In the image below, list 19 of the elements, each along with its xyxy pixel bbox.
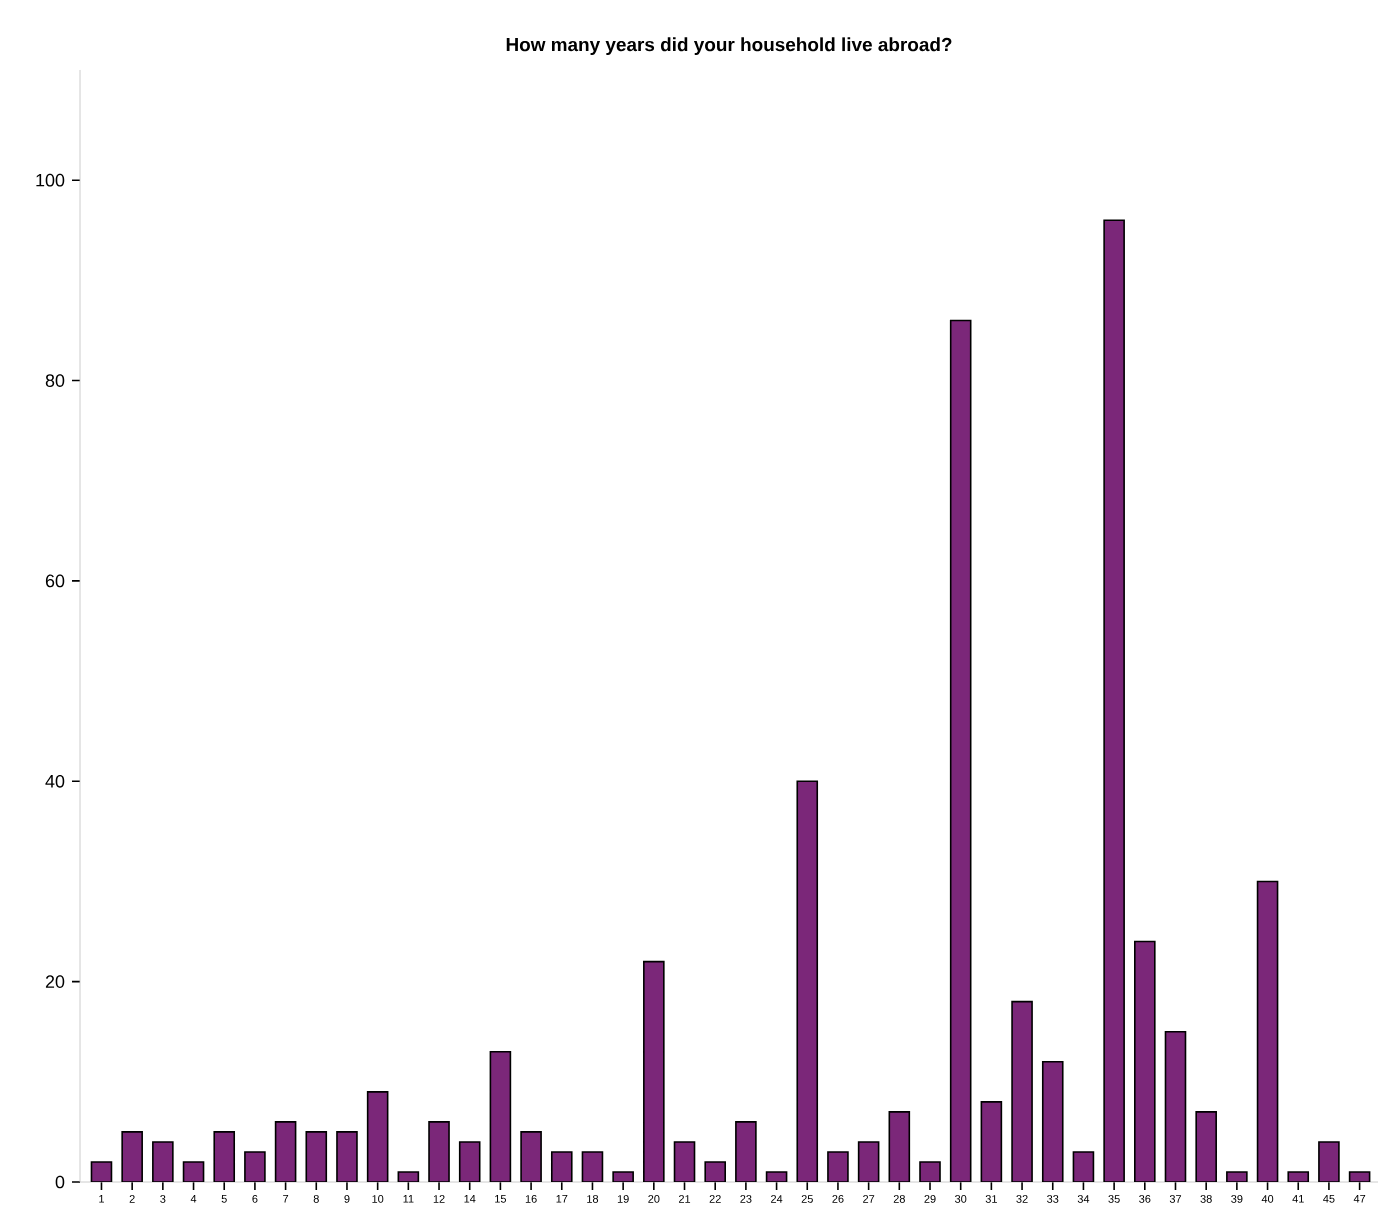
bar bbox=[949, 319, 972, 1182]
y-tick-label: 20 bbox=[45, 975, 65, 988]
bar bbox=[888, 1111, 911, 1182]
bar bbox=[980, 1101, 1003, 1182]
bar bbox=[857, 1141, 880, 1182]
bar bbox=[796, 780, 819, 1182]
bar bbox=[673, 1141, 696, 1182]
bar bbox=[274, 1121, 297, 1182]
y-tick-label: 60 bbox=[45, 574, 65, 588]
y-tick-label: 0 bbox=[55, 1175, 65, 1189]
y-tick-label: 40 bbox=[45, 774, 65, 788]
bar bbox=[489, 1050, 512, 1182]
chart-title: How many years did your household live abroad? bbox=[506, 37, 952, 55]
y-tick-label: 100 bbox=[36, 173, 65, 187]
y-tick-label: 80 bbox=[45, 374, 65, 387]
bar bbox=[1103, 219, 1125, 1182]
bar bbox=[366, 1091, 389, 1182]
bar bbox=[1164, 1030, 1187, 1182]
bar bbox=[1256, 880, 1279, 1182]
